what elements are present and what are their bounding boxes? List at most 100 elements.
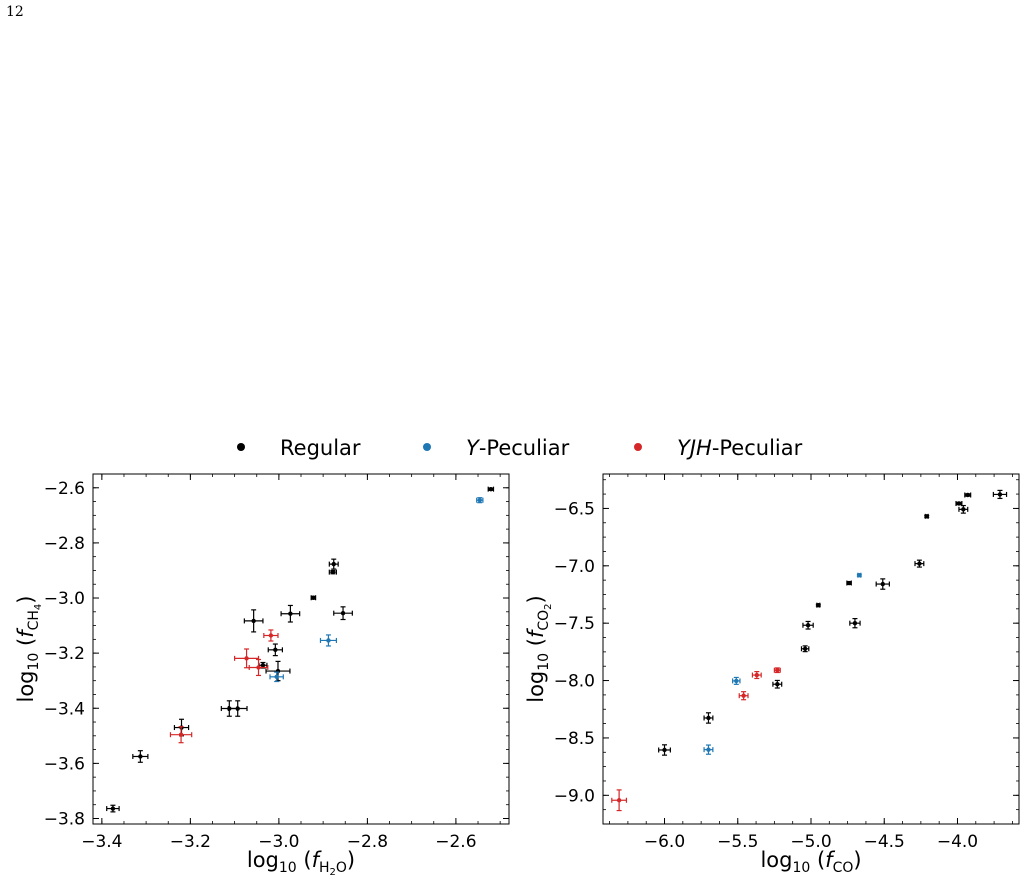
legend-label-yjh-peculiar: YJH-Peculiar xyxy=(677,436,803,460)
data-point-y-peculiar xyxy=(319,634,338,647)
data-point-regular xyxy=(955,500,963,506)
data-point-yjh-peculiar xyxy=(169,726,193,744)
point-marker xyxy=(754,672,760,678)
point-marker xyxy=(924,514,929,519)
y-tick-label: −2.8 xyxy=(44,534,85,554)
point-marker xyxy=(917,561,922,566)
data-point-regular xyxy=(914,559,925,568)
x-tick-label: −2.6 xyxy=(435,832,476,852)
data-point-y-peculiar xyxy=(476,497,484,504)
legend-marker-regular xyxy=(237,443,245,451)
data-point-regular xyxy=(658,744,671,756)
point-marker xyxy=(331,561,336,567)
data-point-regular xyxy=(328,558,339,570)
data-point-regular xyxy=(487,486,495,492)
data-point-regular xyxy=(328,569,338,575)
legend-label-yjh-italic: YJH xyxy=(677,436,712,460)
y-tick-label: −3.6 xyxy=(44,754,85,774)
data-point-yjh-peculiar xyxy=(248,658,269,677)
page-number: 12 xyxy=(6,4,24,20)
point-marker xyxy=(734,678,739,684)
point-marker xyxy=(288,611,293,616)
data-point-y-peculiar xyxy=(732,676,741,685)
legend-label-yjh-rest: -Peculiar xyxy=(712,436,803,460)
y-tick-label: −6.5 xyxy=(554,499,595,519)
data-point-regular xyxy=(132,750,149,763)
data-point-regular xyxy=(267,643,284,657)
data-point-regular xyxy=(802,620,814,630)
point-marker xyxy=(880,581,885,587)
point-marker xyxy=(244,656,249,661)
point-marker xyxy=(805,623,811,628)
data-point-y-peculiar xyxy=(269,671,284,683)
legend-label-regular: Regular xyxy=(280,436,361,460)
legend-label-y-rest: -Peculiar xyxy=(479,436,570,460)
x-tick-label: −2.8 xyxy=(347,832,388,852)
point-marker xyxy=(956,501,962,506)
data-point-yjh-peculiar xyxy=(751,671,762,680)
legend-label-y-italic: Y xyxy=(466,436,481,460)
data-point-regular xyxy=(875,578,890,590)
point-marker xyxy=(326,638,331,643)
data-point-regular xyxy=(924,513,930,519)
x-tick-label: −3.4 xyxy=(81,832,122,852)
data-point-regular xyxy=(958,504,969,514)
data-point-regular xyxy=(772,679,783,689)
point-marker xyxy=(706,715,711,721)
legend-item-y-peculiar: Y-Peculiar xyxy=(423,436,570,460)
axis-ticks: −3.4 −3.2 −3.0 −2.8 −2.6 −3.8 −3.6 −3.4 −3.2 −3.0… xyxy=(44,473,509,852)
x-tick-label: −5.0 xyxy=(790,832,831,852)
point-marker xyxy=(802,646,808,651)
y-tick-label: −3.4 xyxy=(44,699,85,719)
y-tick-label: −3.0 xyxy=(44,589,85,609)
point-marker xyxy=(477,497,482,503)
point-marker xyxy=(816,602,821,608)
y-tick-label: −7.5 xyxy=(554,614,595,634)
point-marker xyxy=(251,618,256,624)
data-point-regular xyxy=(849,617,861,629)
axis-ticks: −6.0 −5.5 −5.0 −4.5 −4.0 −9.0 −8.5 −8.0 −7.5 −7.0… xyxy=(554,474,1019,852)
data-point-y-peculiar xyxy=(703,744,714,755)
y-tick-label: −2.6 xyxy=(44,479,85,499)
data-point-yjh-peculiar xyxy=(234,648,260,669)
point-marker xyxy=(997,492,1003,497)
data-point-regular xyxy=(800,645,810,653)
data-point-y-peculiar xyxy=(856,572,862,578)
point-marker xyxy=(311,595,316,600)
data-point-regular xyxy=(106,804,120,813)
point-marker xyxy=(340,610,346,616)
point-marker xyxy=(256,665,261,670)
point-marker xyxy=(178,732,184,737)
legend-item-yjh-peculiar: YJH-Peculiar xyxy=(634,436,803,460)
legend: Regular Y-Peculiar YJH-Peculiar xyxy=(237,436,803,460)
y-tick-label: −9.0 xyxy=(554,786,595,806)
point-marker xyxy=(961,507,966,512)
chart-panel-co2-vs-co: −6.0 −5.5 −5.0 −4.5 −4.0 −9.0 −8.5 −8.0 −7.5 −7.0… xyxy=(524,473,1020,876)
point-marker xyxy=(268,633,274,638)
point-marker xyxy=(616,798,622,803)
y-tick-label: −3.2 xyxy=(44,644,85,664)
point-marker xyxy=(330,569,336,575)
point-marker xyxy=(775,668,780,673)
data-point-yjh-peculiar xyxy=(611,789,628,812)
data-point-regular xyxy=(333,606,353,621)
point-marker xyxy=(775,682,780,687)
x-tick-label: −3.0 xyxy=(258,832,299,852)
plot-frame xyxy=(602,473,1020,825)
x-tick-label: −5.5 xyxy=(717,832,758,852)
data-point-regular xyxy=(703,712,714,724)
x-tick-label: −4.0 xyxy=(937,832,978,852)
point-marker xyxy=(110,806,116,811)
point-marker xyxy=(273,647,278,653)
data-point-regular xyxy=(846,580,852,586)
y-axis-label: log10 (fCH4) xyxy=(14,595,44,702)
data-point-regular xyxy=(964,492,972,498)
x-tick-label: −4.5 xyxy=(864,832,905,852)
point-marker xyxy=(706,747,711,752)
y-tick-label: −8.0 xyxy=(554,672,595,692)
x-tick-label: −3.2 xyxy=(170,832,211,852)
data-point-regular xyxy=(280,604,301,623)
chart-panel-ch4-vs-h2o: −3.4 −3.2 −3.0 −2.8 −2.6 −3.8 −3.6 −3.4 −3.2 −3.0… xyxy=(14,473,510,878)
point-marker xyxy=(235,706,240,711)
